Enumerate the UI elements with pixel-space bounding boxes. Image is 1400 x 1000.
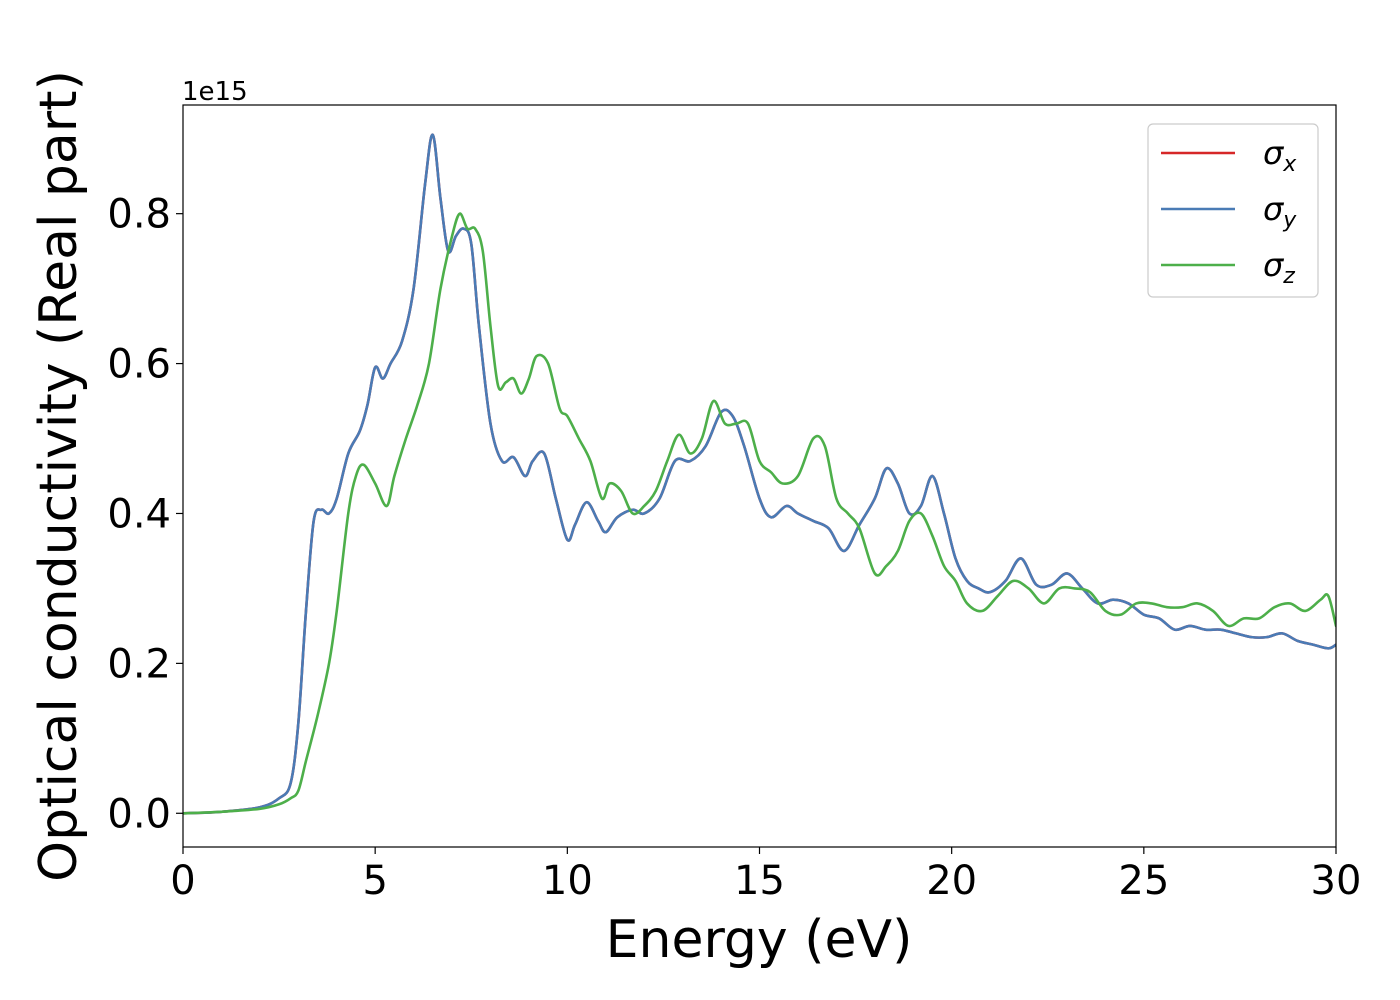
legend-label: σx bbox=[1263, 134, 1297, 177]
legend-item-y: σy bbox=[1161, 190, 1297, 233]
x-tick-label: 10 bbox=[542, 858, 593, 904]
legend-label: σy bbox=[1263, 190, 1297, 233]
legend-symbol: σ bbox=[1263, 246, 1285, 284]
series-line-z bbox=[183, 212, 1336, 815]
y-axis-title: Optical conductivity (Real part) bbox=[29, 70, 89, 882]
legend-box bbox=[1147, 123, 1319, 298]
series-line-y bbox=[183, 133, 1336, 815]
legend-subscript: y bbox=[1282, 208, 1297, 233]
x-tick-label: 20 bbox=[926, 858, 977, 904]
legend-subscript: z bbox=[1282, 264, 1295, 289]
x-tick-label: 5 bbox=[362, 858, 387, 904]
legend-symbol: σ bbox=[1263, 190, 1285, 228]
x-tick-label: 30 bbox=[1311, 858, 1362, 904]
y-tick-label: 0.4 bbox=[107, 491, 171, 537]
legend-symbol: σ bbox=[1263, 134, 1285, 172]
legend-item-x: σx bbox=[1161, 134, 1297, 177]
y-tick-label: 0.2 bbox=[107, 641, 171, 687]
x-axis-ticks: 0 5 10 15 20 25 30 bbox=[170, 847, 1361, 904]
plot-lines bbox=[183, 133, 1336, 815]
y-axis-offset-label: 1e15 bbox=[182, 77, 248, 107]
x-axis-title: Energy (eV) bbox=[606, 910, 913, 970]
x-tick-label: 25 bbox=[1118, 858, 1169, 904]
legend-item-z: σz bbox=[1161, 246, 1295, 289]
legend-subscript: x bbox=[1282, 152, 1297, 177]
x-tick-label: 0 bbox=[170, 858, 195, 904]
y-axis-ticks: 0.0 0.2 0.4 0.6 0.8 bbox=[107, 192, 183, 837]
legend-label: σz bbox=[1263, 246, 1295, 289]
x-tick-label: 15 bbox=[734, 858, 785, 904]
y-tick-label: 0.8 bbox=[107, 192, 171, 238]
y-tick-label: 0.6 bbox=[107, 342, 171, 388]
y-tick-label: 0.0 bbox=[107, 791, 171, 837]
